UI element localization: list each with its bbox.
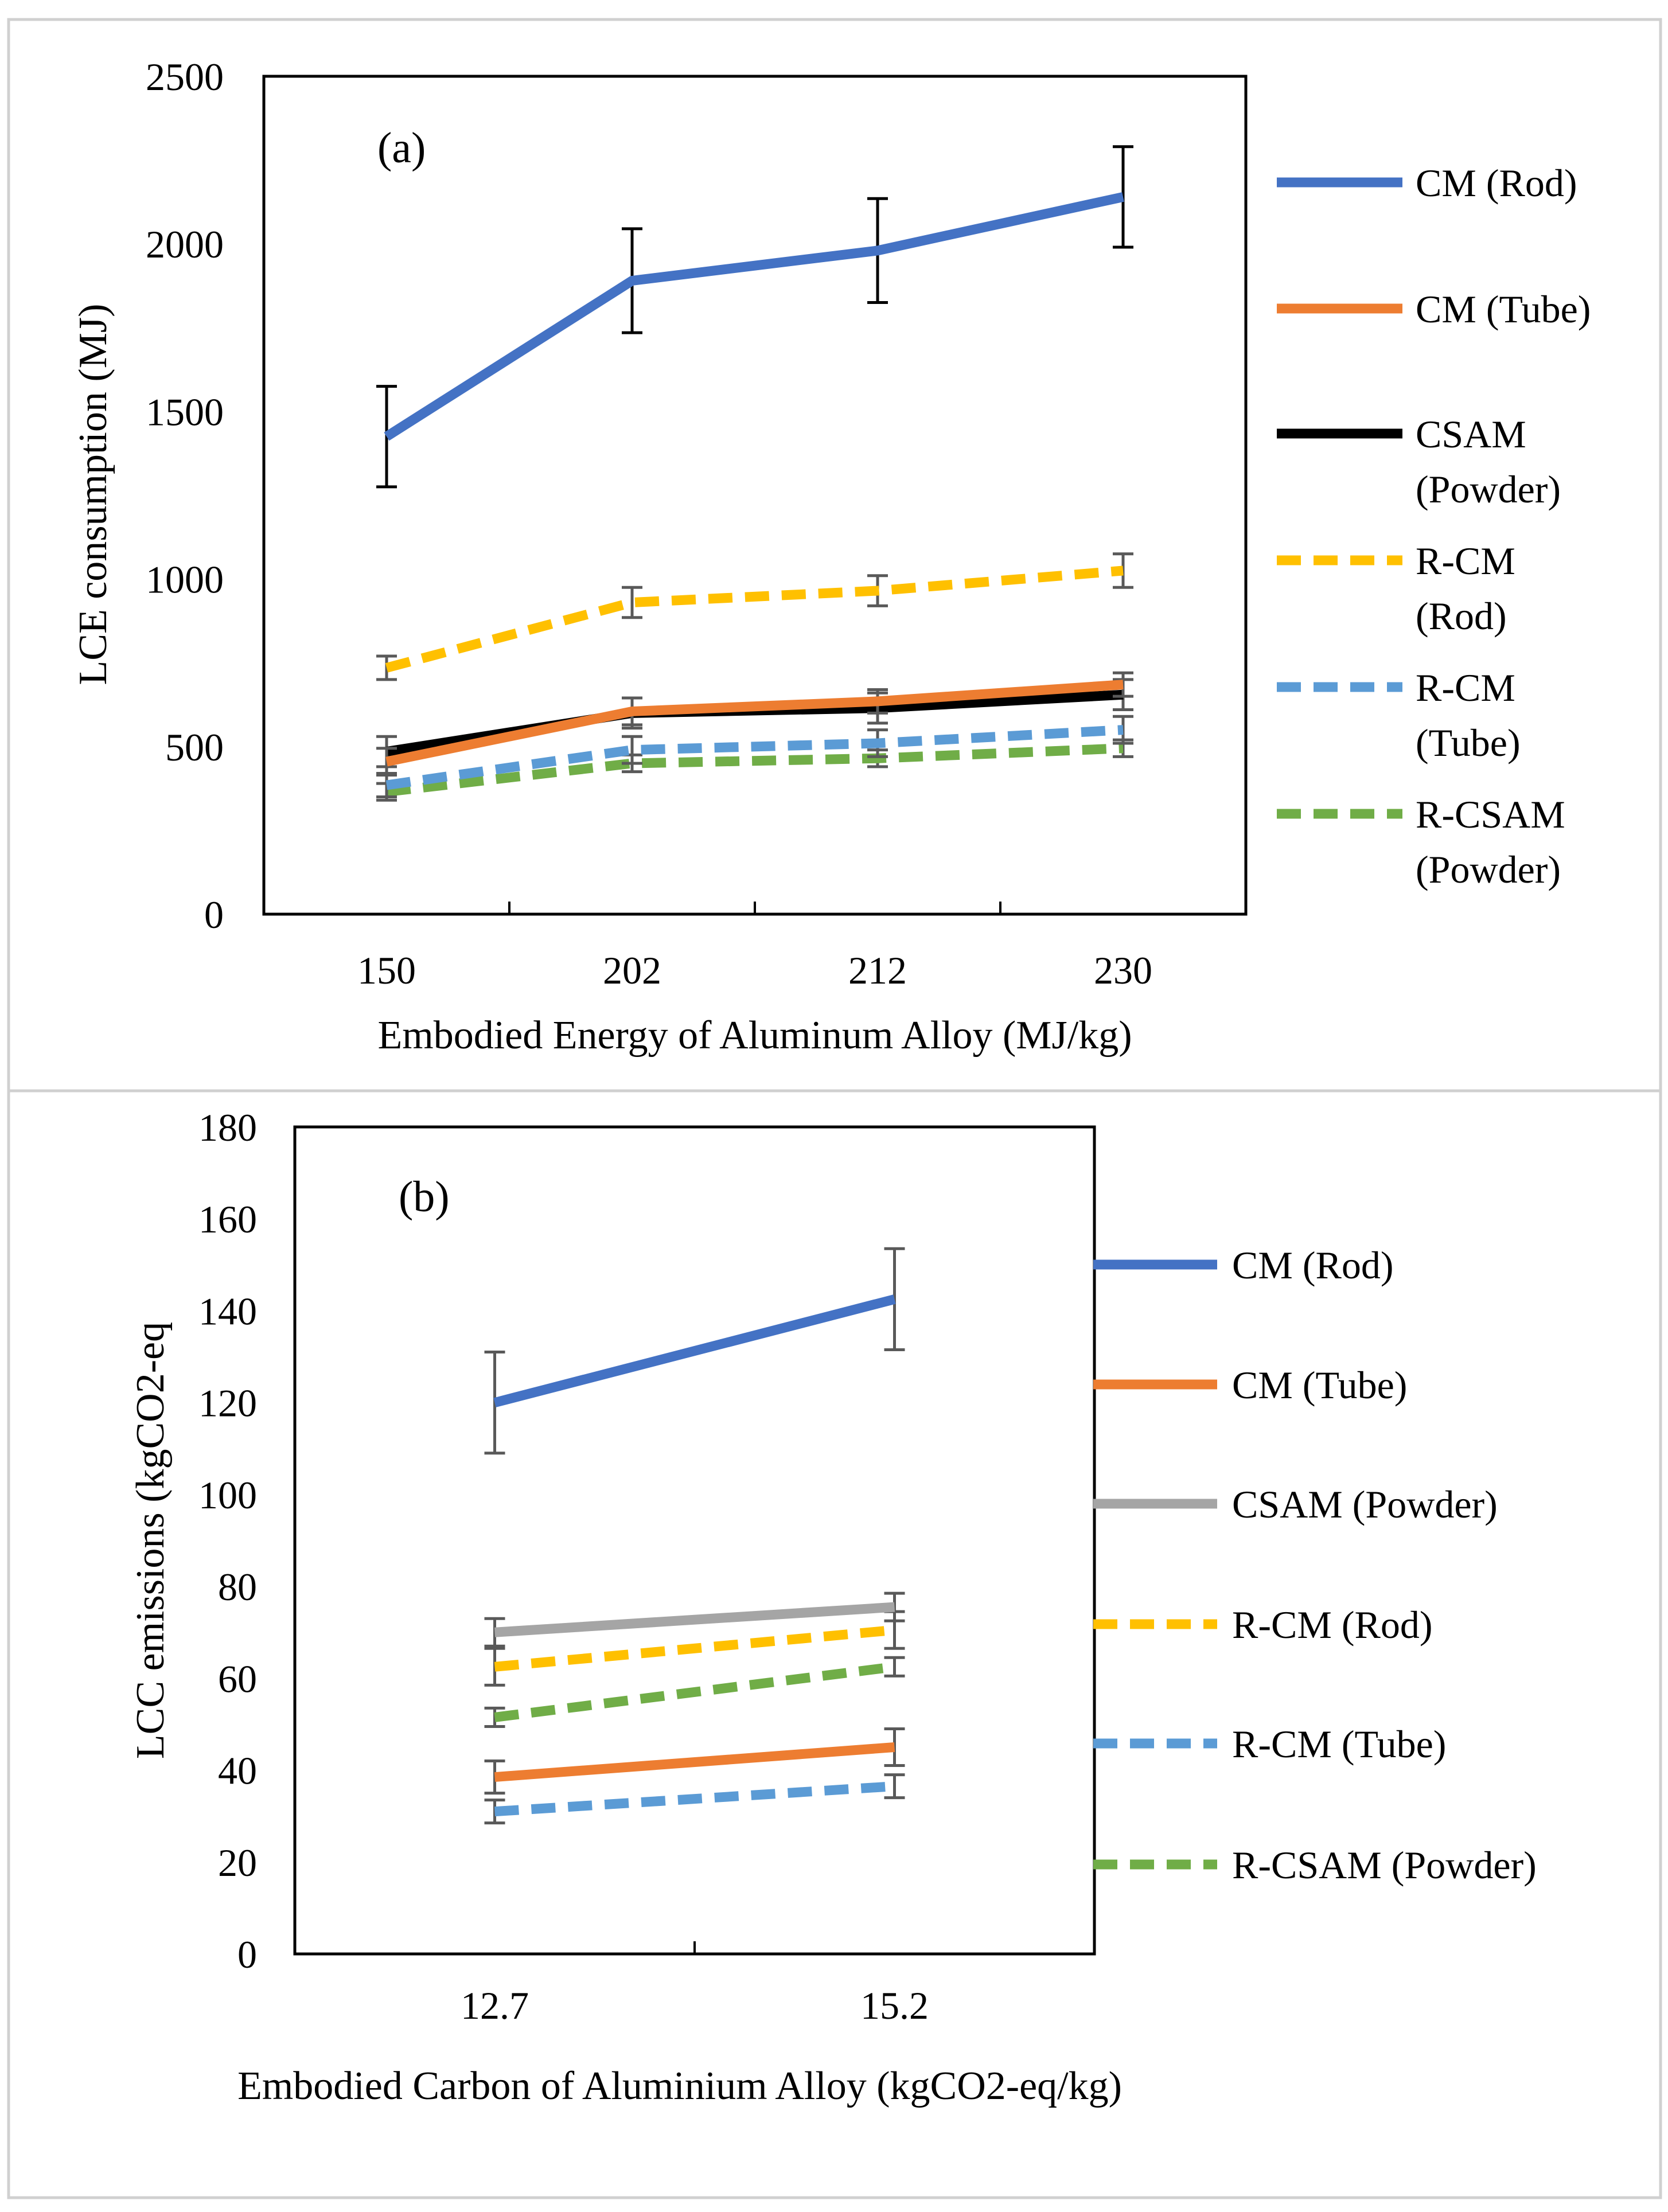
- panel-b-y-tick-label: 60: [218, 1657, 257, 1700]
- legend-label: (Powder): [1416, 467, 1561, 511]
- legend-label: R-CSAM: [1416, 793, 1565, 836]
- series-line: [385, 725, 1124, 790]
- panel-b-y-ticks: 0 20 40 60 80 100 120 140 160 180: [198, 1106, 257, 1976]
- panel-b-x-ticks: 12.7 15.2: [461, 1941, 929, 2027]
- chart-panel-b: (b) Embodied Carbon of Aluminium Alloy (…: [128, 1106, 1537, 2108]
- series-line: [494, 1661, 895, 1722]
- legend-label: (Tube): [1416, 721, 1521, 764]
- panel-b-series-1: [484, 1727, 905, 1795]
- series-line: [494, 1602, 895, 1637]
- panel-b-y-axis-title: LCC emissions (kgCO2-eq: [128, 1322, 173, 1759]
- series-line: [494, 1625, 895, 1672]
- panel-b-frame: [7, 1089, 1662, 2199]
- panel-b-series: [484, 1247, 905, 1825]
- panel-a-legend: CM (Rod)CM (Tube)CSAM(Powder)R-CM(Rod)R-…: [1277, 161, 1591, 891]
- panel-b-x-tick-label: 12.7: [461, 1984, 529, 2027]
- panel-b-x-axis-title: Embodied Carbon of Aluminium Alloy (kgCO…: [237, 2064, 1122, 2108]
- panel-a-y-ticks: 0 500 1000 1500 2000 2500: [146, 55, 224, 937]
- panel-a-series-3: [376, 552, 1133, 681]
- panel-b-y-tick-label: 80: [218, 1565, 257, 1609]
- legend-item: CSAM (Powder): [1093, 1483, 1498, 1526]
- panel-b-label: (b): [399, 1173, 450, 1221]
- panel-b-y-tick-label: 20: [218, 1841, 257, 1885]
- legend-label: R-CSAM (Powder): [1232, 1843, 1537, 1887]
- panel-b-y-tick-label: 140: [198, 1289, 257, 1333]
- legend-label: R-CM: [1416, 666, 1515, 709]
- legend-label: CM (Rod): [1232, 1243, 1393, 1287]
- legend-label: CM (Tube): [1232, 1363, 1407, 1407]
- panel-b-plot-area: [293, 1125, 1096, 1956]
- panel-b-y-tick-label: 0: [237, 1933, 257, 1976]
- panel-b-y-tick-label: 100: [198, 1473, 257, 1517]
- series-line: [494, 1781, 895, 1817]
- legend-item: R-CM (Tube): [1093, 1722, 1446, 1766]
- panel-a-x-tick-label: 212: [848, 949, 907, 992]
- panel-b-x-tick-label: 15.2: [860, 1984, 929, 2027]
- series-line: [385, 680, 1124, 767]
- series-line: [384, 192, 1124, 441]
- panel-a-x-ticks: 150 202 212 230: [357, 902, 1152, 992]
- legend-label: (Rod): [1416, 594, 1507, 638]
- legend-item: R-CSAM (Powder): [1093, 1843, 1537, 1887]
- panel-a-y-tick-label: 500: [165, 725, 224, 769]
- legend-item: R-CM (Rod): [1093, 1603, 1432, 1647]
- series-line: [386, 743, 1124, 797]
- panel-b-y-tick-label: 40: [218, 1749, 257, 1793]
- panel-a-y-axis-title: LCE consumption (MJ): [71, 304, 115, 685]
- series-line: [385, 565, 1124, 673]
- panel-a-series-1: [376, 671, 1133, 777]
- panel-b-series-0: [484, 1247, 905, 1455]
- panel-a-x-tick-label: 230: [1094, 949, 1152, 992]
- panel-a-series-4: [376, 715, 1133, 798]
- legend-label: CSAM (Powder): [1232, 1483, 1498, 1526]
- panel-b-y-tick-label: 180: [198, 1106, 257, 1149]
- legend-item: CM (Rod): [1277, 161, 1577, 205]
- legend-label: CSAM: [1416, 412, 1526, 456]
- legend-item: CSAM (Powder): [1277, 412, 1561, 511]
- chart-panel-a: (a) Embodied Energy of Aluminum Alloy (M…: [71, 55, 1591, 1058]
- legend-item: R-CSAM (Powder): [1277, 793, 1565, 891]
- legend-item: CM (Rod): [1093, 1243, 1393, 1287]
- legend-item: R-CM (Tube): [1277, 666, 1521, 764]
- legend-item: CM (Tube): [1277, 287, 1591, 331]
- panel-a-series-0: [376, 145, 1133, 489]
- panel-a-x-tick-label: 202: [603, 949, 661, 992]
- series-line: [494, 1742, 895, 1782]
- panel-b-y-tick-label: 120: [198, 1382, 257, 1425]
- panel-a-y-tick-label: 2500: [146, 55, 224, 99]
- legend-item: CM (Tube): [1093, 1363, 1407, 1407]
- panel-a-x-tick-label: 150: [357, 949, 416, 992]
- panel-a-x-axis-title: Embodied Energy of Aluminum Alloy (MJ/kg…: [377, 1013, 1132, 1058]
- panel-b-series-5: [484, 1656, 905, 1728]
- series-line: [493, 1294, 896, 1407]
- legend-label: R-CM (Tube): [1232, 1722, 1446, 1766]
- panel-a-y-tick-label: 0: [204, 893, 224, 937]
- panel-b-y-tick-label: 160: [198, 1197, 257, 1241]
- legend-label: R-CM: [1416, 539, 1515, 583]
- panel-b-series-2: [484, 1591, 905, 1648]
- panel-a-y-tick-label: 1500: [146, 390, 224, 434]
- panel-a-y-tick-label: 2000: [146, 223, 224, 266]
- panel-a-y-tick-label: 1000: [146, 558, 224, 602]
- legend-label: R-CM (Rod): [1232, 1603, 1432, 1647]
- panel-b-series-4: [484, 1773, 905, 1825]
- panel-a-series: [376, 145, 1133, 802]
- legend-label: CM (Tube): [1416, 287, 1591, 331]
- legend-label: (Powder): [1416, 848, 1561, 891]
- panel-b-legend: CM (Rod) CM (Tube) CSAM (Powder) R-CM (Rod)…: [1093, 1243, 1537, 1887]
- panel-a-frame: [7, 18, 1662, 1093]
- legend-label: CM (Rod): [1416, 161, 1577, 205]
- legend-item: R-CM (Rod): [1277, 539, 1515, 638]
- panel-a-label: (a): [377, 124, 426, 172]
